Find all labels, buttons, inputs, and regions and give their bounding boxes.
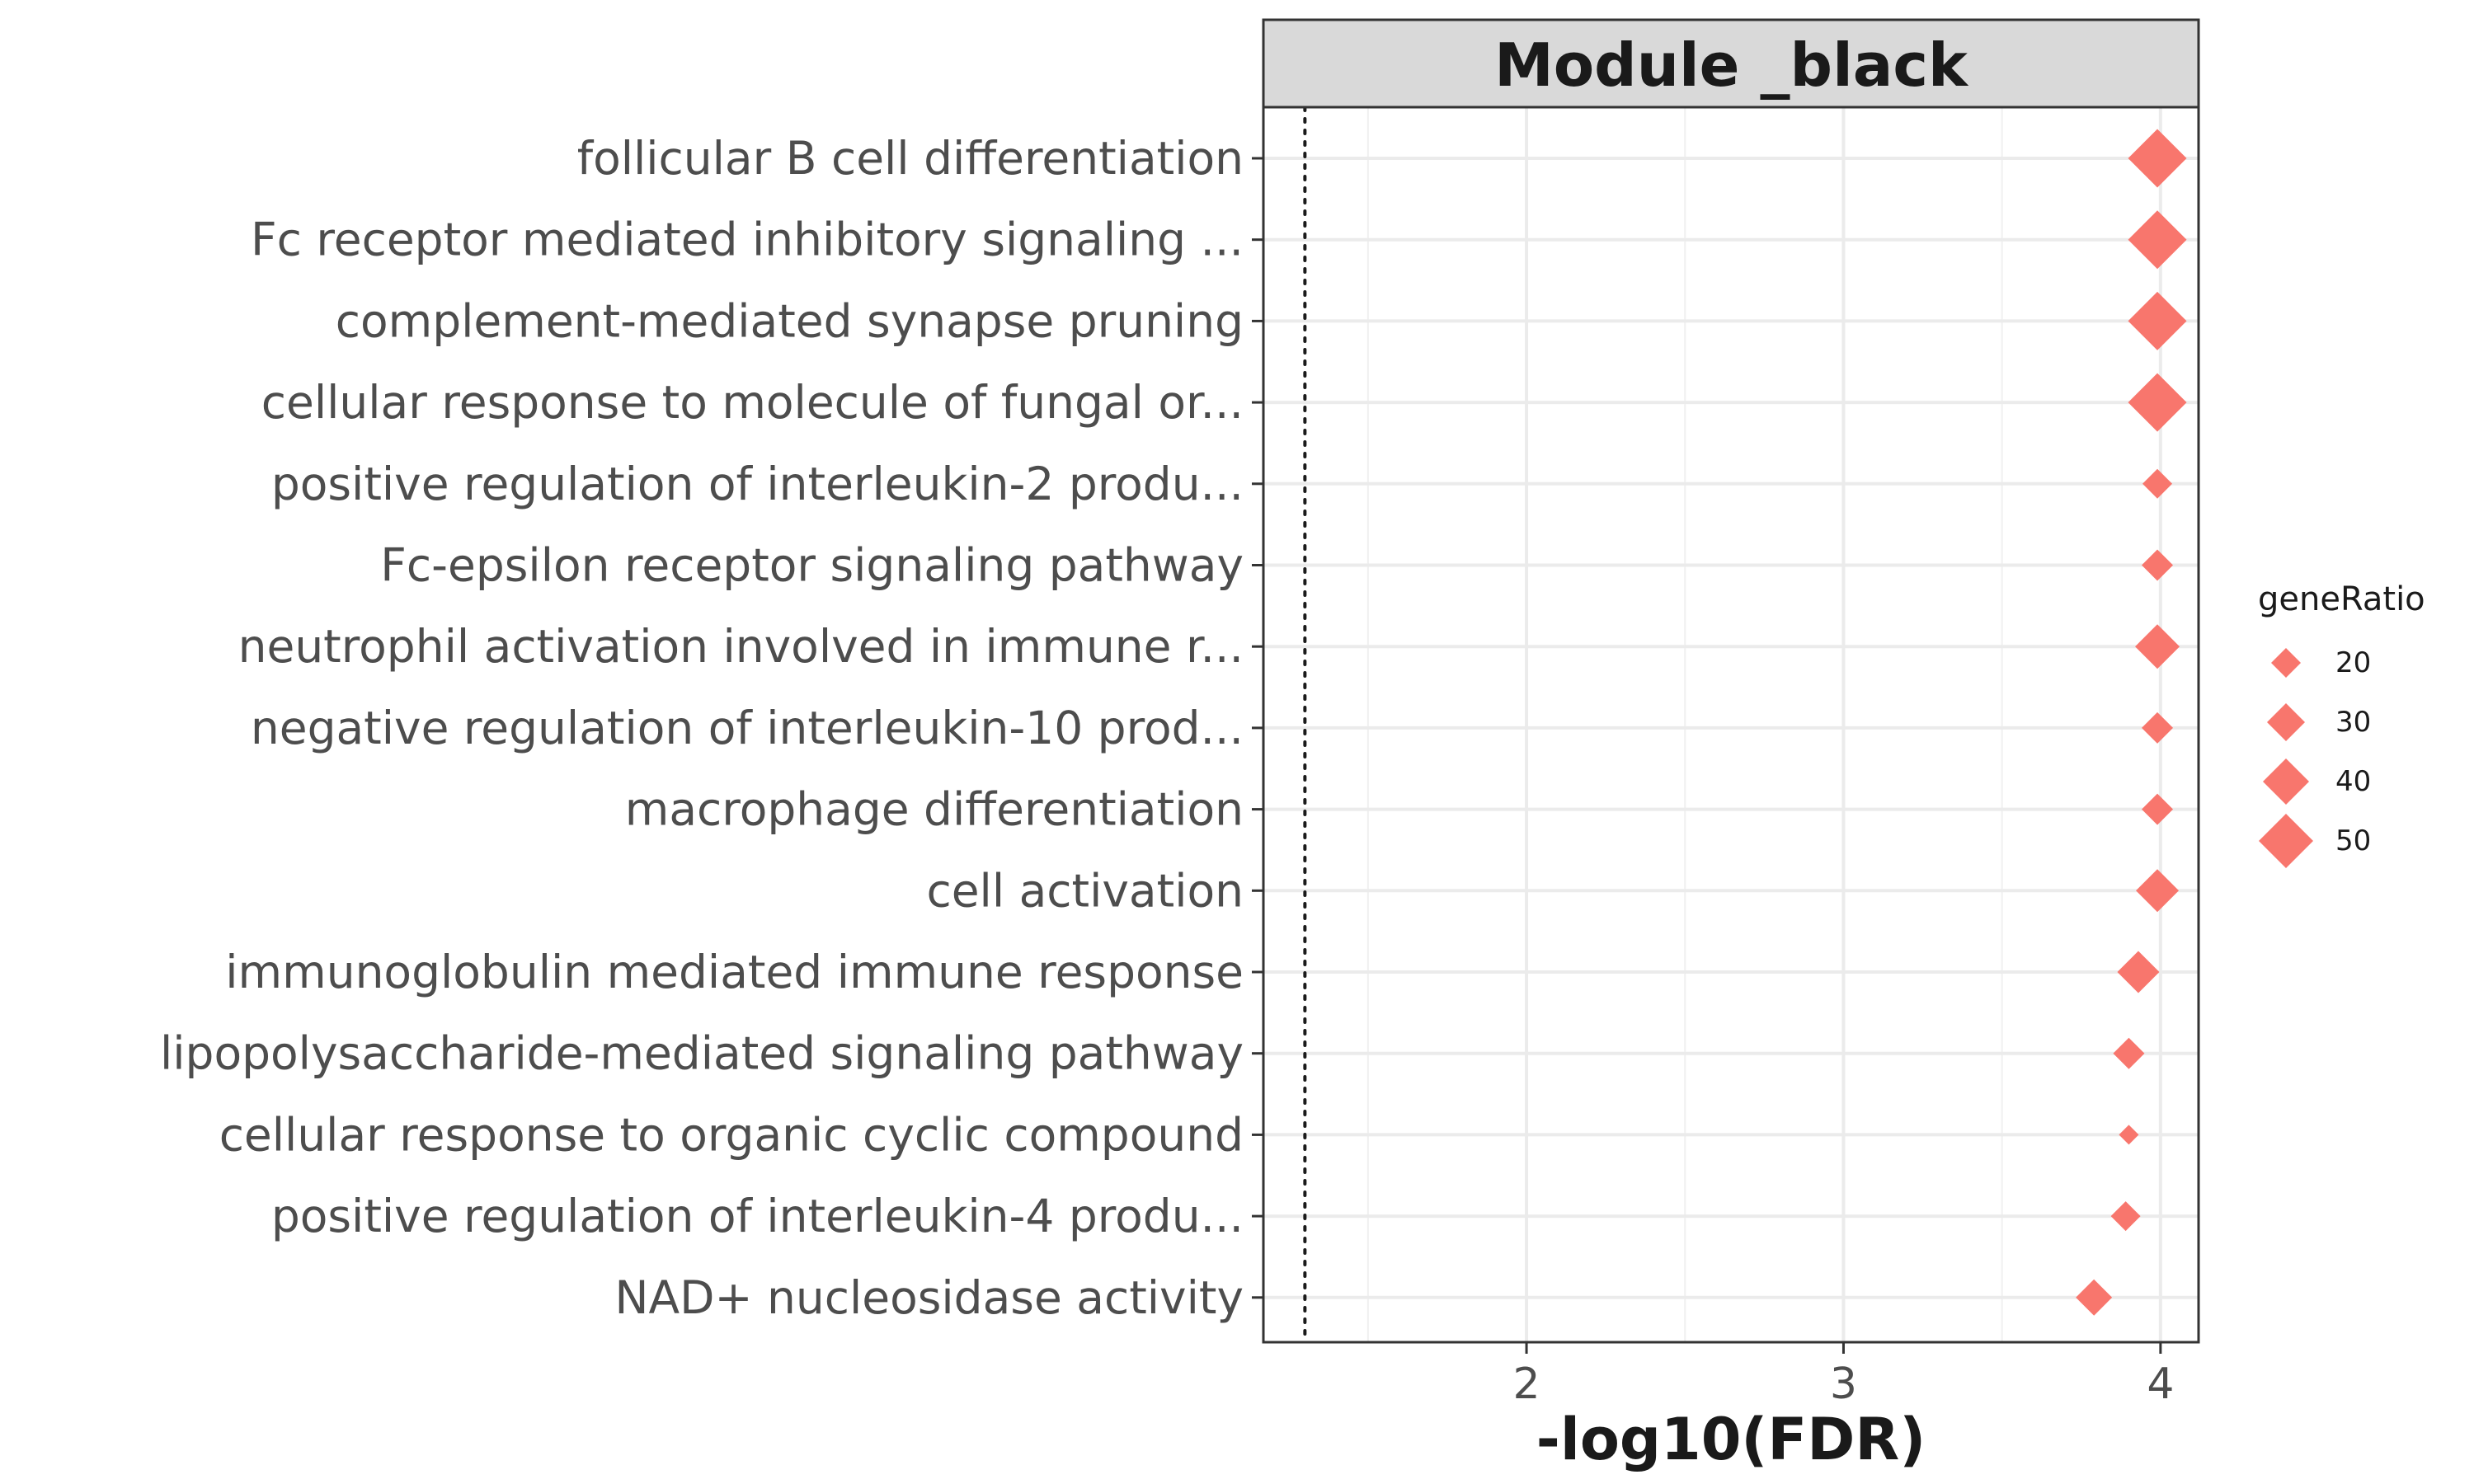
legend-key	[2259, 814, 2313, 868]
y-axis: follicular B cell differentiation Fc rece…	[160, 132, 1263, 1324]
y-tick-label: immunoglobulin mediated immune response	[225, 946, 1244, 998]
y-tick-label: cellular response to organic cyclic comp…	[219, 1108, 1244, 1161]
legend-label: 50	[2335, 824, 2371, 857]
data-point	[2076, 1279, 2113, 1316]
y-tick-label: positive regulation of interleukin-2 pro…	[271, 458, 1244, 510]
data-point	[2128, 291, 2187, 350]
data-points	[2076, 129, 2187, 1316]
data-point	[2135, 624, 2180, 669]
y-tick-label: follicular B cell differentiation	[577, 132, 1244, 185]
legend-label: 20	[2335, 646, 2371, 679]
legend-label: 30	[2335, 706, 2371, 739]
data-point	[2136, 869, 2180, 913]
y-tick-label: complement-mediated synapse pruning	[336, 294, 1244, 347]
legend-title: geneRatio	[2258, 580, 2425, 618]
y-tick-label: cell activation	[926, 864, 1244, 917]
x-tick-label: 3	[1830, 1360, 1857, 1409]
legend-key	[2267, 703, 2305, 741]
data-point	[2142, 468, 2173, 499]
y-tick-label: positive regulation of interleukin-4 pro…	[271, 1190, 1244, 1242]
data-point	[2128, 373, 2187, 432]
legend-label: 40	[2335, 765, 2371, 798]
data-point	[2142, 711, 2174, 744]
facet-title: Module _black	[1494, 31, 1969, 100]
data-point	[2128, 129, 2187, 188]
y-tick-label: negative regulation of interleukin-10 pr…	[251, 702, 1244, 754]
data-point	[2117, 951, 2160, 993]
data-point	[2113, 1037, 2145, 1069]
x-axis: 2 3 4	[1513, 1342, 2174, 1409]
y-tick-label: Fc-epsilon receptor signaling pathway	[380, 539, 1244, 592]
x-tick-label: 4	[2147, 1360, 2174, 1409]
y-tick-label: NAD+ nucleosidase activity	[614, 1271, 1244, 1324]
data-point	[2142, 549, 2174, 581]
data-point	[2119, 1125, 2139, 1145]
x-axis-title: -log10(FDR)	[1536, 1406, 1926, 1473]
y-tick-label: macrophage differentiation	[625, 783, 1244, 836]
legend-key	[2263, 758, 2309, 805]
legend-entries: 20 30 40 50	[2259, 646, 2371, 868]
data-point	[2110, 1201, 2141, 1232]
y-tick-label: cellular response to molecule of fungal …	[261, 376, 1244, 429]
legend-key	[2271, 648, 2301, 678]
grid-major	[1263, 107, 2199, 1342]
facet-strip	[1262, 18, 2200, 109]
y-tick-label: neutrophil activation involved in immune…	[238, 620, 1244, 673]
legend: geneRatio 20 30 40 50	[2258, 580, 2425, 868]
x-tick-label: 2	[1513, 1360, 1540, 1409]
data-point	[2142, 793, 2174, 825]
data-point	[2128, 210, 2187, 270]
y-tick-label: Fc receptor mediated inhibitory signalin…	[251, 214, 1244, 266]
y-tick-label: lipopolysaccharide-mediated signaling pa…	[160, 1027, 1244, 1080]
